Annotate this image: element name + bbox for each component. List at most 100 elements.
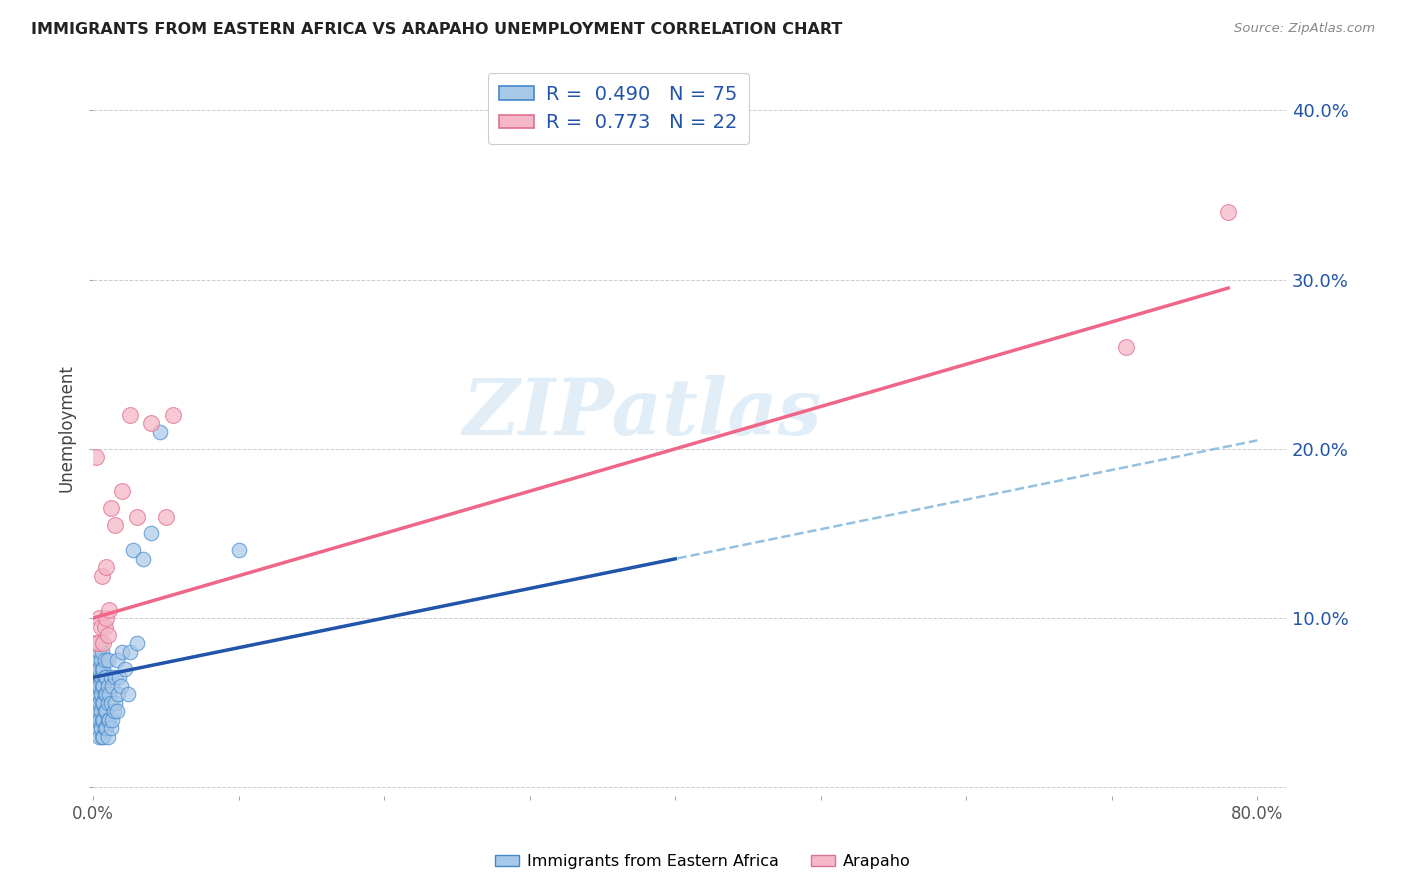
Point bbox=[83, 713, 105, 727]
Point bbox=[94, 670, 117, 684]
Point bbox=[87, 611, 110, 625]
Point bbox=[84, 713, 107, 727]
Point bbox=[91, 645, 114, 659]
Point bbox=[96, 687, 118, 701]
Point bbox=[105, 653, 128, 667]
Text: IMMIGRANTS FROM EASTERN AFRICA VS ARAPAHO UNEMPLOYMENT CORRELATION CHART: IMMIGRANTS FROM EASTERN AFRICA VS ARAPAH… bbox=[31, 22, 842, 37]
Point bbox=[101, 679, 124, 693]
Point bbox=[87, 730, 110, 744]
Point bbox=[91, 730, 114, 744]
Point bbox=[96, 611, 118, 625]
Point bbox=[96, 560, 118, 574]
Point bbox=[84, 696, 107, 710]
Point bbox=[118, 408, 141, 422]
Point bbox=[93, 662, 115, 676]
Point bbox=[162, 408, 184, 422]
Point bbox=[86, 636, 108, 650]
Point bbox=[93, 730, 115, 744]
Point bbox=[84, 679, 107, 693]
Point bbox=[100, 501, 122, 516]
Point bbox=[121, 543, 143, 558]
Point bbox=[111, 484, 134, 499]
Point bbox=[89, 670, 111, 684]
Legend: R =  0.490   N = 75, R =  0.773   N = 22: R = 0.490 N = 75, R = 0.773 N = 22 bbox=[488, 73, 749, 145]
Point bbox=[93, 679, 115, 693]
Point bbox=[131, 551, 153, 566]
Point bbox=[87, 679, 110, 693]
Point bbox=[104, 670, 127, 684]
Point bbox=[155, 509, 177, 524]
Point bbox=[93, 636, 115, 650]
Point bbox=[96, 721, 118, 735]
Point bbox=[108, 670, 131, 684]
Point bbox=[1115, 340, 1137, 354]
Point bbox=[125, 636, 148, 650]
Point bbox=[149, 425, 172, 439]
Point bbox=[228, 543, 250, 558]
Point bbox=[93, 713, 115, 727]
Point bbox=[86, 679, 108, 693]
Point bbox=[1218, 205, 1240, 219]
Point bbox=[97, 679, 120, 693]
Point bbox=[110, 679, 132, 693]
Point bbox=[91, 679, 114, 693]
Legend: Immigrants from Eastern Africa, Arapaho: Immigrants from Eastern Africa, Arapaho bbox=[489, 847, 917, 875]
Point bbox=[91, 696, 114, 710]
Text: Source: ZipAtlas.com: Source: ZipAtlas.com bbox=[1234, 22, 1375, 36]
Point bbox=[89, 653, 111, 667]
Point bbox=[94, 704, 117, 718]
Point bbox=[97, 628, 120, 642]
Point bbox=[125, 509, 148, 524]
Point bbox=[101, 713, 124, 727]
Point bbox=[84, 450, 107, 465]
Point bbox=[87, 662, 110, 676]
Point bbox=[86, 704, 108, 718]
Point bbox=[94, 619, 117, 633]
Point bbox=[94, 687, 117, 701]
Point bbox=[141, 417, 163, 431]
Point bbox=[111, 645, 134, 659]
Point bbox=[89, 721, 111, 735]
Point bbox=[107, 687, 129, 701]
Text: ZIPatlas: ZIPatlas bbox=[463, 375, 821, 451]
Y-axis label: Unemployment: Unemployment bbox=[58, 364, 75, 491]
Point bbox=[96, 670, 118, 684]
Point bbox=[98, 687, 121, 701]
Point bbox=[100, 696, 122, 710]
Point bbox=[91, 662, 114, 676]
Point bbox=[97, 730, 120, 744]
Point bbox=[94, 721, 117, 735]
Point bbox=[100, 670, 122, 684]
Point bbox=[89, 687, 111, 701]
Point bbox=[83, 679, 105, 693]
Point bbox=[98, 602, 121, 616]
Point bbox=[104, 518, 127, 533]
Point bbox=[103, 704, 125, 718]
Point bbox=[104, 696, 127, 710]
Point bbox=[91, 713, 114, 727]
Point bbox=[118, 645, 141, 659]
Point bbox=[97, 653, 120, 667]
Point bbox=[91, 568, 114, 582]
Point bbox=[97, 713, 120, 727]
Point bbox=[89, 704, 111, 718]
Point bbox=[84, 662, 107, 676]
Point bbox=[96, 704, 118, 718]
Point bbox=[86, 653, 108, 667]
Point bbox=[100, 721, 122, 735]
Point bbox=[87, 696, 110, 710]
Point bbox=[114, 662, 136, 676]
Point bbox=[97, 696, 120, 710]
Point bbox=[84, 687, 107, 701]
Point bbox=[105, 704, 128, 718]
Point bbox=[141, 526, 163, 541]
Point bbox=[89, 619, 111, 633]
Point bbox=[117, 687, 139, 701]
Point bbox=[94, 653, 117, 667]
Point bbox=[87, 713, 110, 727]
Point bbox=[86, 721, 108, 735]
Point bbox=[86, 687, 108, 701]
Point bbox=[98, 713, 121, 727]
Point bbox=[83, 636, 105, 650]
Point bbox=[93, 696, 115, 710]
